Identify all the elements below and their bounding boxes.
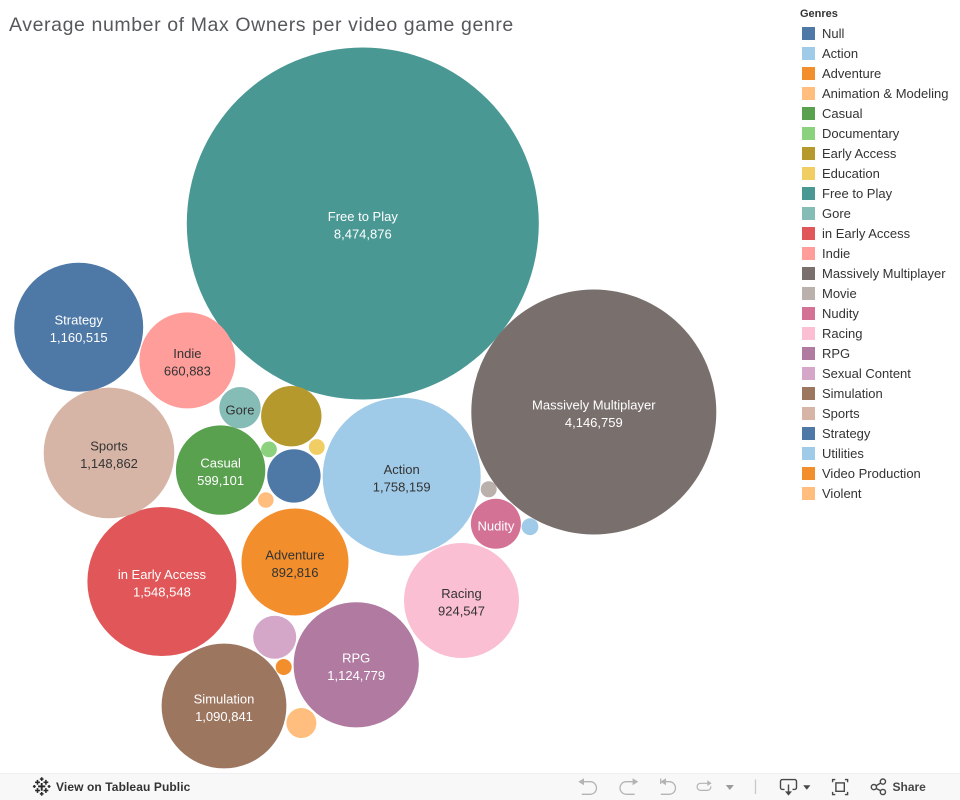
svg-text:924,547: 924,547: [438, 604, 485, 619]
svg-text:1,148,862: 1,148,862: [80, 456, 138, 471]
svg-text:Free to Play: Free to Play: [328, 209, 399, 224]
svg-text:599,101: 599,101: [197, 473, 244, 488]
svg-text:Indie: Indie: [173, 346, 201, 361]
svg-text:Gore: Gore: [226, 402, 255, 417]
svg-text:RPG: RPG: [342, 650, 370, 665]
svg-text:8,474,876: 8,474,876: [334, 227, 392, 242]
svg-text:in Early Access: in Early Access: [118, 567, 207, 582]
svg-text:Sports: Sports: [90, 438, 128, 453]
svg-text:Massively Multiplayer: Massively Multiplayer: [532, 398, 656, 413]
svg-text:1,160,515: 1,160,515: [50, 330, 108, 345]
svg-text:Action: Action: [384, 462, 420, 477]
svg-text:Adventure: Adventure: [265, 548, 324, 563]
svg-text:Strategy: Strategy: [54, 313, 103, 328]
svg-text:1,548,548: 1,548,548: [133, 585, 191, 600]
svg-text:Casual: Casual: [200, 456, 241, 471]
svg-text:660,883: 660,883: [164, 363, 211, 378]
svg-text:4,146,759: 4,146,759: [565, 415, 623, 430]
svg-text:Racing: Racing: [441, 586, 481, 601]
svg-text:Simulation: Simulation: [194, 692, 255, 707]
svg-text:892,816: 892,816: [272, 565, 319, 580]
svg-text:1,090,841: 1,090,841: [195, 709, 253, 724]
svg-text:Nudity: Nudity: [477, 519, 514, 534]
svg-text:1,124,779: 1,124,779: [327, 668, 385, 683]
svg-text:1,758,159: 1,758,159: [373, 480, 431, 495]
